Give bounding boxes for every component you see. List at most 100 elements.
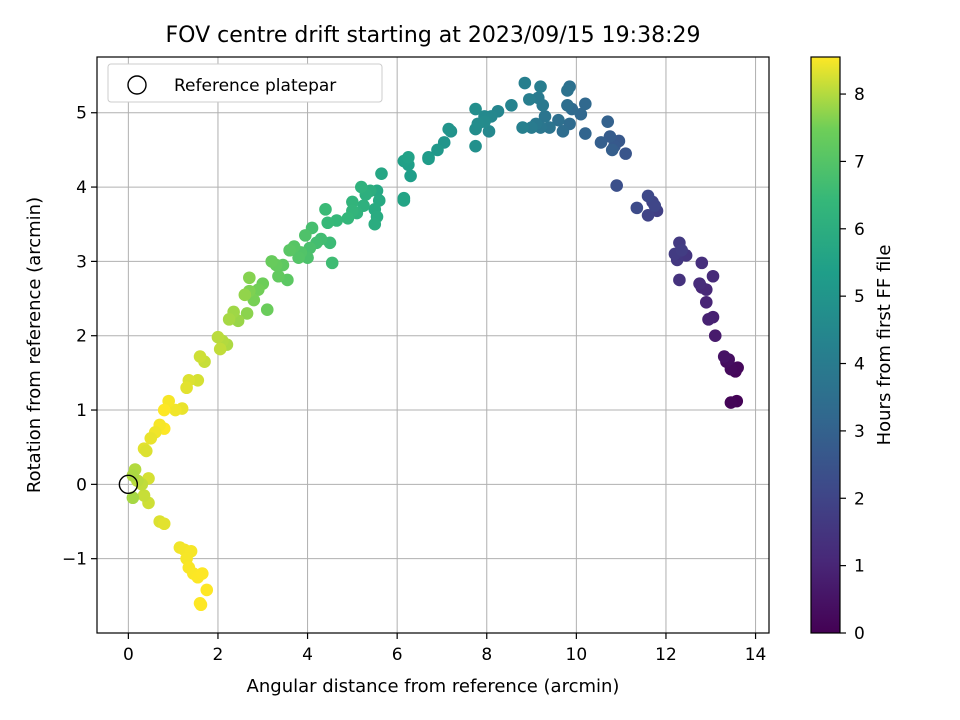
scatter-point xyxy=(368,217,382,231)
scatter-point xyxy=(260,303,274,316)
scatter-point xyxy=(319,203,332,216)
x-tick-label: 6 xyxy=(392,645,403,665)
x-tick-label: 0 xyxy=(123,645,134,665)
scatter-point xyxy=(648,199,662,212)
scatter-point xyxy=(272,269,285,283)
scatter-point xyxy=(469,122,482,136)
scatter-point xyxy=(325,256,339,270)
scatter-point xyxy=(139,444,153,458)
scatter-point xyxy=(243,271,256,285)
colorbar-tick-label: 2 xyxy=(854,489,865,509)
colorbar-gradient xyxy=(810,56,841,634)
scatter-point xyxy=(180,381,193,395)
scatter-point xyxy=(675,243,688,257)
scatter-point xyxy=(699,295,713,309)
scatter-point xyxy=(213,342,227,356)
scatter-point xyxy=(194,598,208,612)
scatter-point xyxy=(630,201,644,215)
scatter-point xyxy=(469,102,482,116)
y-tick-label: 3 xyxy=(76,252,87,272)
scatter-point xyxy=(157,403,171,417)
scatter-point xyxy=(240,307,254,320)
scatter-point xyxy=(619,147,632,160)
legend: Reference platepar xyxy=(107,63,383,103)
scatter-point xyxy=(222,313,236,326)
scatter-point xyxy=(404,169,417,183)
scatter-point xyxy=(601,115,615,128)
scatter-point xyxy=(534,80,547,94)
y-axis-ticks: −1 0 1 2 3 4 5 xyxy=(62,104,97,570)
legend-box xyxy=(107,63,383,103)
scatter-point xyxy=(641,209,655,222)
colorbar: 0 1 2 3 4 5 6 7 8 Hours from first FF file xyxy=(810,56,895,644)
x-tick-label: 12 xyxy=(655,645,677,665)
scatter-point xyxy=(442,122,455,136)
scatter-point xyxy=(144,431,158,445)
scatter-point xyxy=(605,143,619,157)
scatter-point xyxy=(431,143,444,157)
scatter-point xyxy=(561,84,574,97)
scatter-point xyxy=(137,489,151,502)
scatter-point xyxy=(283,243,296,257)
x-axis-label: Angular distance from reference (arcmin) xyxy=(247,676,620,697)
x-tick-label: 8 xyxy=(481,645,492,665)
scatter-point xyxy=(706,269,720,283)
scatter-point xyxy=(695,256,709,270)
scatter-point xyxy=(346,195,359,209)
scatter-point xyxy=(375,167,388,180)
scatter-point xyxy=(238,288,252,302)
scatter-point xyxy=(402,151,415,164)
scatter-point xyxy=(525,121,538,134)
scatter-point xyxy=(516,121,529,134)
colorbar-tick-label: 3 xyxy=(854,422,865,442)
grid-lines xyxy=(97,57,769,633)
scatter-point xyxy=(469,139,482,153)
y-tick-label: −1 xyxy=(62,550,87,570)
scatter-point xyxy=(321,216,335,230)
scatter-point xyxy=(341,211,355,225)
x-axis-ticks: 0 2 4 6 8 10 12 14 xyxy=(123,633,766,665)
legend-entry-reference-platepar: Reference platepar xyxy=(174,76,336,96)
scatter-point xyxy=(191,374,205,387)
scatter-point xyxy=(193,350,207,363)
scatter-point xyxy=(552,113,565,127)
y-tick-label: 1 xyxy=(76,401,87,421)
scatter-point xyxy=(505,99,518,112)
scatter-point xyxy=(673,273,686,287)
x-tick-label: 2 xyxy=(213,645,224,665)
scatter-point xyxy=(482,125,496,138)
colorbar-tick-label: 7 xyxy=(854,152,865,172)
scatter-point xyxy=(594,136,608,149)
plot-frame xyxy=(96,56,770,634)
scatter-point xyxy=(708,329,722,343)
y-tick-label: 2 xyxy=(76,327,87,347)
colorbar-tick-label: 5 xyxy=(854,287,865,307)
scatter-point xyxy=(292,251,305,264)
scatter-point xyxy=(523,93,536,106)
scatter-point xyxy=(211,330,225,344)
scatter-point xyxy=(543,121,556,134)
scatter-point xyxy=(195,567,209,580)
scatter-point xyxy=(538,110,552,123)
scatter-point xyxy=(556,125,570,138)
scatter-point xyxy=(579,127,592,140)
colorbar-label: Hours from first FF file xyxy=(874,245,895,446)
chart-title: FOV centre drift starting at 2023/09/15 … xyxy=(166,23,701,48)
scatter-point xyxy=(265,255,279,268)
scatter-point xyxy=(702,313,715,326)
y-tick-label: 5 xyxy=(76,104,87,124)
scatter-point xyxy=(422,152,435,166)
y-axis-label: Rotation from reference (arcmin) xyxy=(24,197,45,493)
scatter-point xyxy=(641,189,655,203)
scatter-point xyxy=(200,583,214,597)
colorbar-tick-label: 8 xyxy=(854,85,865,105)
scatter-point xyxy=(397,194,411,207)
legend-marker-icon xyxy=(127,75,147,95)
scatter-point xyxy=(157,517,171,531)
scatter-point xyxy=(126,491,140,505)
scatter-point xyxy=(561,99,574,112)
colorbar-ticks: 0 1 2 3 4 5 6 7 8 xyxy=(840,85,865,644)
y-tick-label: 0 xyxy=(76,475,87,495)
colorbar-tick-label: 4 xyxy=(854,355,865,375)
